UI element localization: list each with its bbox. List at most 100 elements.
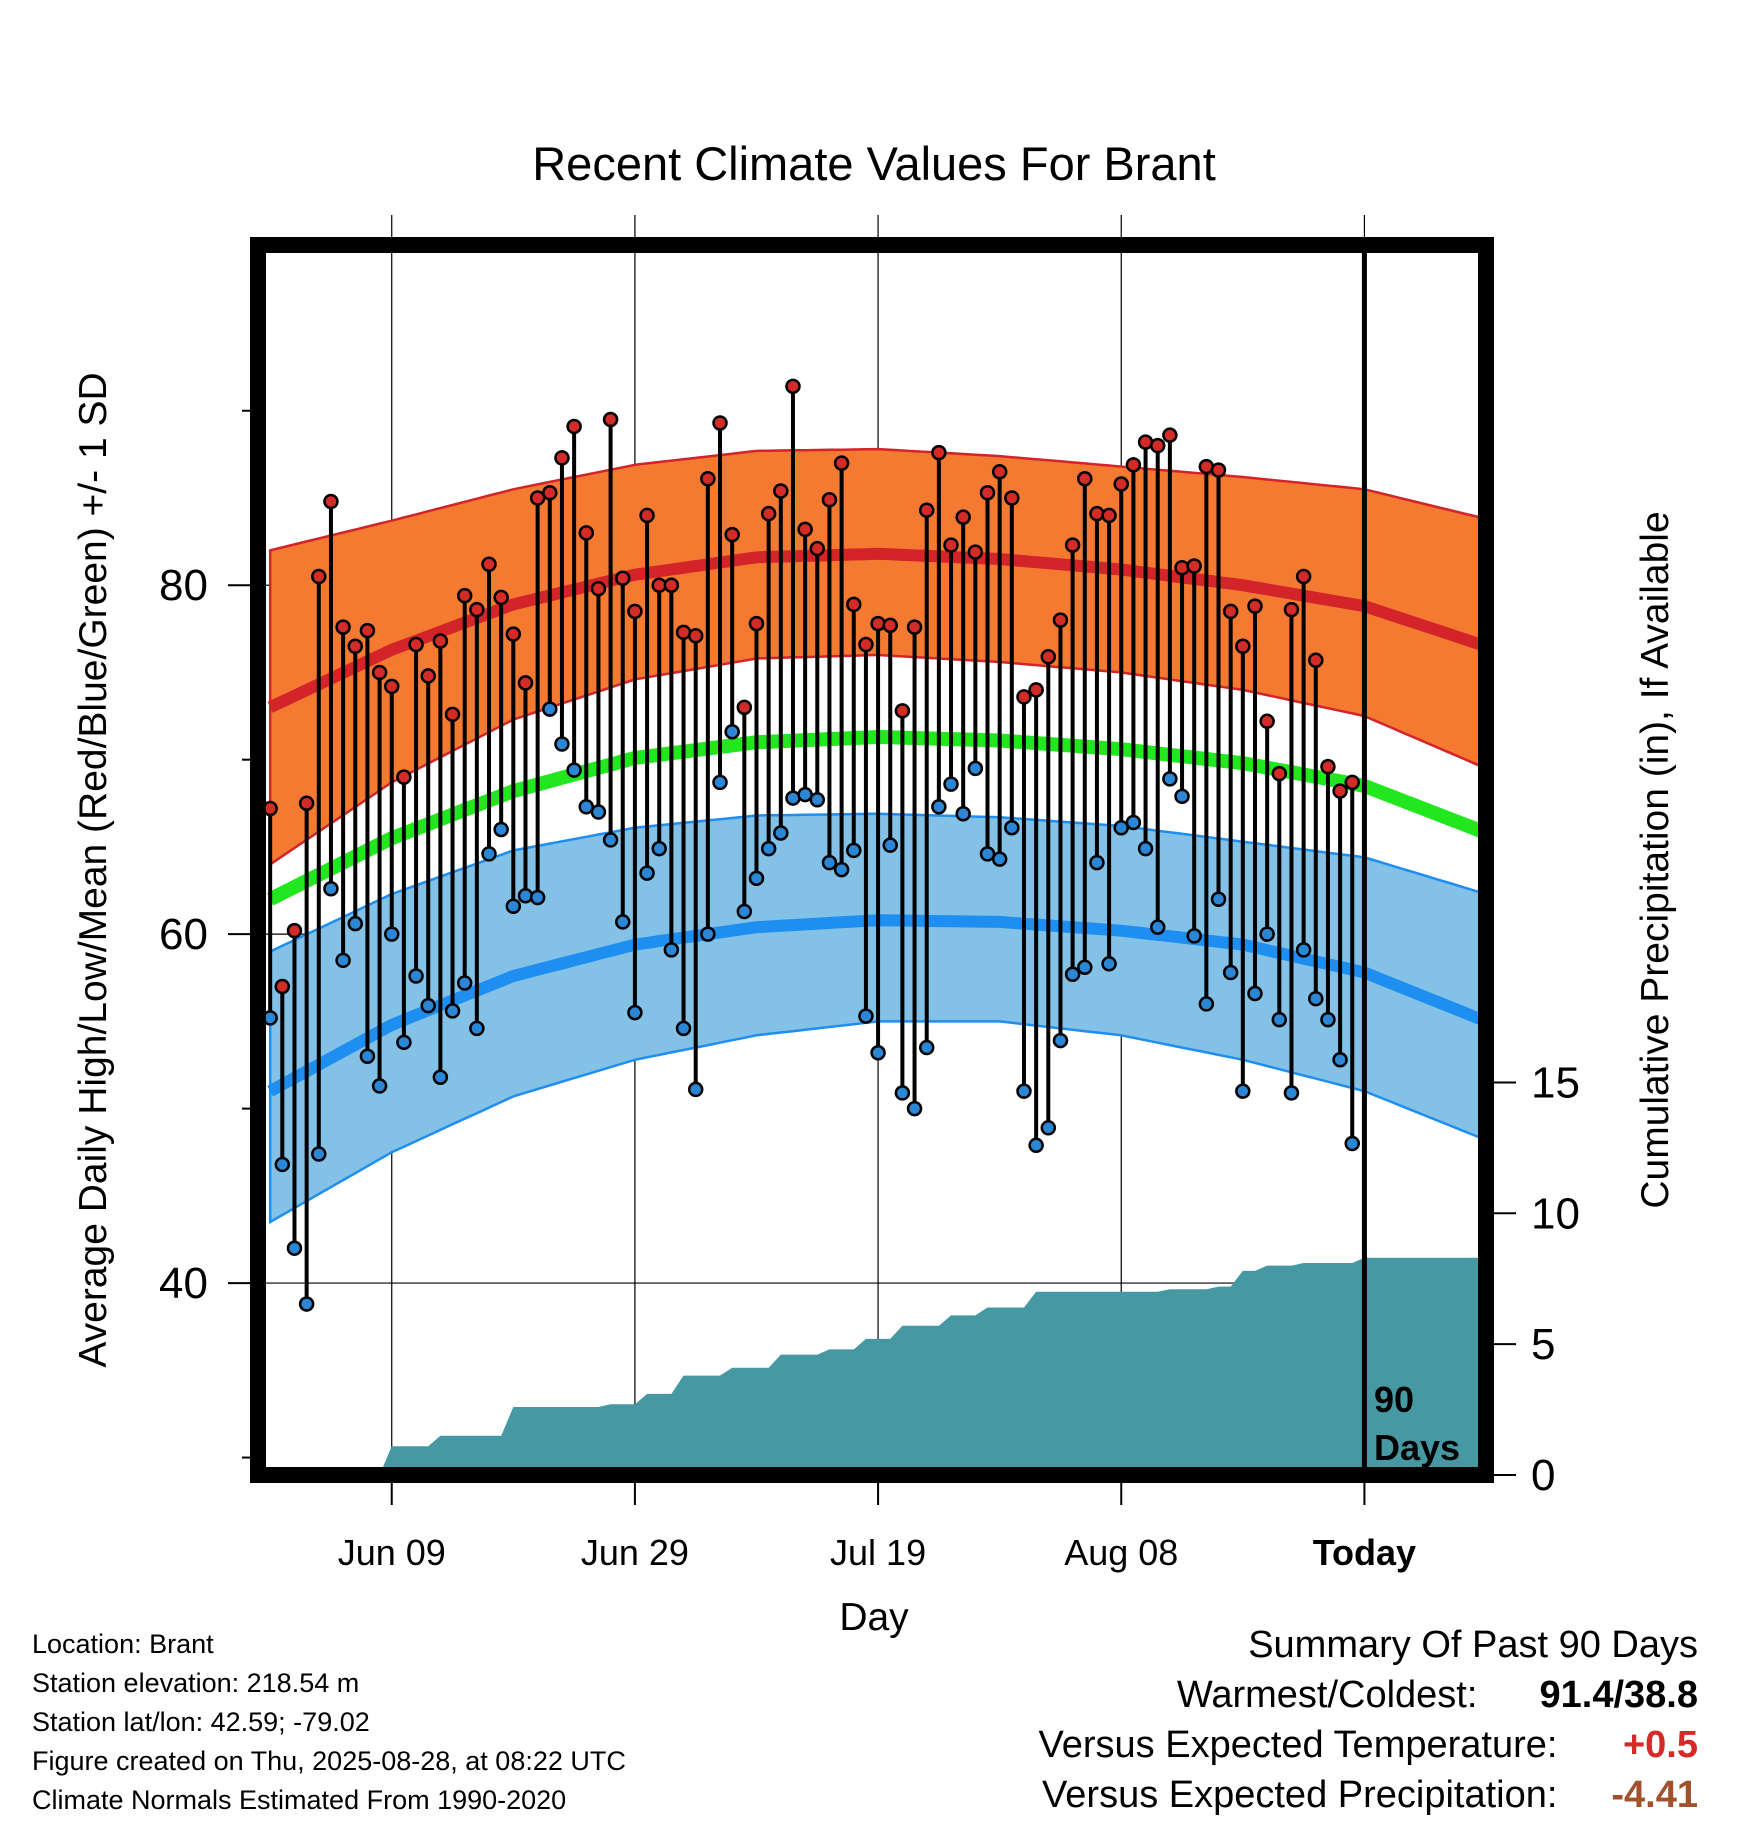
warmest-label: Warmest/Coldest:	[1176, 1674, 1478, 1716]
daily-high-point	[906, 619, 923, 635]
y-left-tick-label: 80	[159, 561, 208, 610]
daily-low-point	[627, 1004, 643, 1021]
x-tick-label: Jul 19	[830, 1532, 926, 1573]
daily-low-point	[1052, 1032, 1069, 1049]
daily-high-point	[383, 678, 400, 695]
daily-high-point	[1077, 471, 1093, 487]
x-tick-label: Jun 29	[581, 1532, 689, 1573]
daily-low-point	[858, 1008, 874, 1024]
daily-low-point	[396, 1034, 412, 1051]
daily-low-point	[1125, 814, 1142, 831]
daily-low-point	[1077, 959, 1093, 976]
daily-low-point	[456, 975, 473, 991]
precip-value: -4.41	[1611, 1774, 1698, 1816]
daily-high-point	[469, 601, 485, 618]
daily-low-point	[371, 1078, 388, 1094]
daily-high-point	[663, 577, 680, 593]
daily-high-point	[1174, 560, 1190, 576]
daily-low-point	[724, 724, 740, 740]
daily-high-point	[408, 636, 424, 653]
daily-low-point	[931, 799, 947, 815]
y-right-tick-label: 10	[1531, 1189, 1580, 1238]
daily-high-point	[821, 491, 838, 508]
daily-low-point	[1101, 956, 1117, 972]
warmest-row: Warmest/Coldest: 91.4/38.8	[1039, 1670, 1698, 1720]
daily-low-point	[1149, 919, 1166, 935]
temp-label: Versus Expected Temperature:	[1038, 1724, 1558, 1766]
daily-high-point	[1222, 603, 1239, 620]
daily-high-point	[979, 484, 996, 501]
daily-high-point	[505, 626, 522, 642]
daily-low-point	[274, 1156, 291, 1173]
daily-low-point	[870, 1045, 886, 1061]
daily-low-point	[700, 926, 716, 942]
daily-high-point	[444, 706, 461, 723]
daily-low-point	[882, 837, 898, 853]
daily-high-point	[590, 580, 607, 597]
y-left-tick-label: 60	[159, 910, 208, 959]
daily-high-point	[1283, 601, 1300, 618]
daily-low-point	[469, 1020, 485, 1037]
daily-low-point	[1222, 964, 1239, 981]
daily-high-point	[335, 619, 351, 635]
daily-low-point	[773, 825, 789, 841]
location-text: Location: Brant	[32, 1629, 214, 1659]
daily-low-point	[517, 888, 534, 904]
daily-low-point	[967, 760, 984, 777]
daily-high-point	[724, 526, 740, 543]
daily-low-point	[736, 903, 753, 920]
daily-low-point	[542, 701, 558, 717]
daily-high-point	[1320, 758, 1336, 775]
daily-low-point	[1089, 854, 1105, 871]
daily-low-point	[1295, 942, 1312, 958]
daily-high-point	[687, 628, 704, 644]
daily-low-point	[1259, 926, 1275, 942]
daily-high-point	[615, 570, 631, 586]
daily-low-point	[1320, 1011, 1336, 1028]
daily-low-point	[894, 1085, 911, 1101]
daily-low-point	[444, 1003, 461, 1019]
daily-low-point	[529, 889, 546, 906]
daily-low-point	[1186, 928, 1202, 944]
daily-high-point	[870, 615, 886, 632]
daily-high-point	[1344, 774, 1361, 791]
daily-high-point	[1149, 437, 1166, 454]
daily-high-point	[542, 484, 558, 501]
daily-low-point	[651, 840, 667, 857]
y-right-tick-label: 5	[1531, 1320, 1555, 1369]
daily-high-point	[894, 703, 911, 719]
summary-heading: Summary Of Past 90 Days	[1248, 1624, 1698, 1666]
daily-high-point	[833, 455, 850, 471]
daily-low-point	[748, 870, 765, 887]
chart-title: Recent Climate Values For Brant	[532, 137, 1216, 190]
daily-high-point	[991, 464, 1008, 480]
daily-high-point	[760, 505, 777, 522]
daily-high-point	[1308, 652, 1324, 668]
daily-high-point	[420, 668, 436, 684]
daily-low-point	[1174, 788, 1190, 805]
daily-low-point	[955, 806, 971, 822]
daily-high-point	[1235, 638, 1251, 655]
daily-high-point	[323, 493, 339, 510]
daily-high-point	[1004, 490, 1020, 506]
daily-high-point	[918, 502, 935, 518]
daily-low-point	[1016, 1083, 1032, 1099]
x-tick-label: Aug 08	[1064, 1532, 1178, 1573]
daily-high-point	[700, 471, 716, 487]
daily-high-point	[1162, 427, 1178, 443]
daily-low-point	[602, 832, 619, 848]
daily-high-point	[1101, 507, 1117, 524]
daily-high-point	[736, 699, 753, 716]
elevation-text: Station elevation: 218.54 m	[32, 1668, 360, 1698]
daily-high-point	[432, 633, 449, 649]
daily-low-point	[1198, 996, 1215, 1012]
daily-low-point	[760, 840, 777, 857]
daily-low-point	[1040, 1120, 1057, 1136]
daily-high-point	[347, 638, 364, 655]
daily-low-point	[943, 776, 959, 792]
normals-text: Climate Normals Estimated From 1990-2020	[32, 1785, 567, 1815]
plot-area: 40 60 80 0 5 10 15 Jun 09 Jun 29 Jul 19 Aug 08 Toda…	[159, 215, 1580, 1573]
daily-low-point	[408, 968, 424, 984]
daily-high-point	[1247, 598, 1263, 614]
daily-low-point	[311, 1146, 327, 1162]
